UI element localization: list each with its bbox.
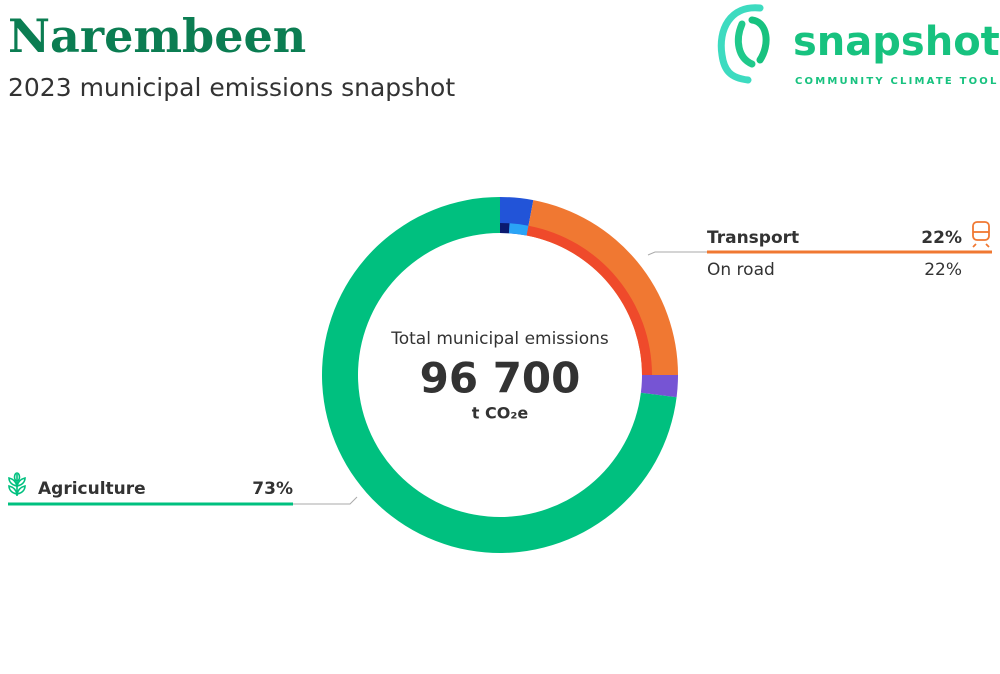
donut — [322, 197, 678, 554]
sub-segment — [508, 223, 529, 236]
logo-icon — [717, 4, 770, 84]
value-label: 73% — [252, 479, 293, 499]
donut-segment — [640, 375, 678, 398]
leader-line — [293, 496, 358, 505]
total: 96 700 — [420, 354, 581, 403]
sub-segment — [500, 223, 510, 234]
title: Narembeen — [8, 9, 306, 63]
category-label: Transport — [707, 228, 799, 248]
subtitle: 2023 municipal emissions snapshot — [8, 73, 455, 102]
value-label: 22% — [924, 260, 962, 280]
center-title: Total municipal emissions — [390, 329, 609, 349]
sub-segment — [526, 225, 652, 375]
value-label: 22% — [921, 228, 962, 248]
category-label: Agriculture — [38, 479, 146, 499]
wheat-icon — [8, 472, 26, 496]
logo-name: snapshot — [793, 19, 1000, 65]
leader-line — [647, 251, 707, 256]
logo-tagline: COMMUNITY CLIMATE TOOL — [795, 76, 999, 87]
unit: t CO₂e — [472, 404, 529, 423]
train-icon — [972, 221, 990, 248]
subcategory-label: On road — [707, 260, 775, 280]
